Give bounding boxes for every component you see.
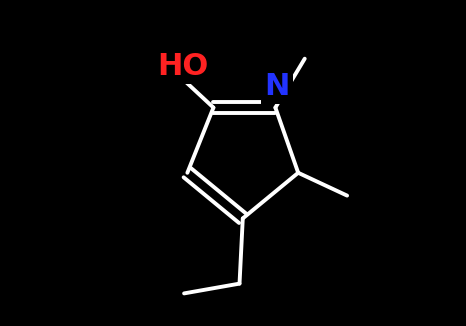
Text: N: N xyxy=(264,72,290,101)
Text: HO: HO xyxy=(157,52,208,81)
